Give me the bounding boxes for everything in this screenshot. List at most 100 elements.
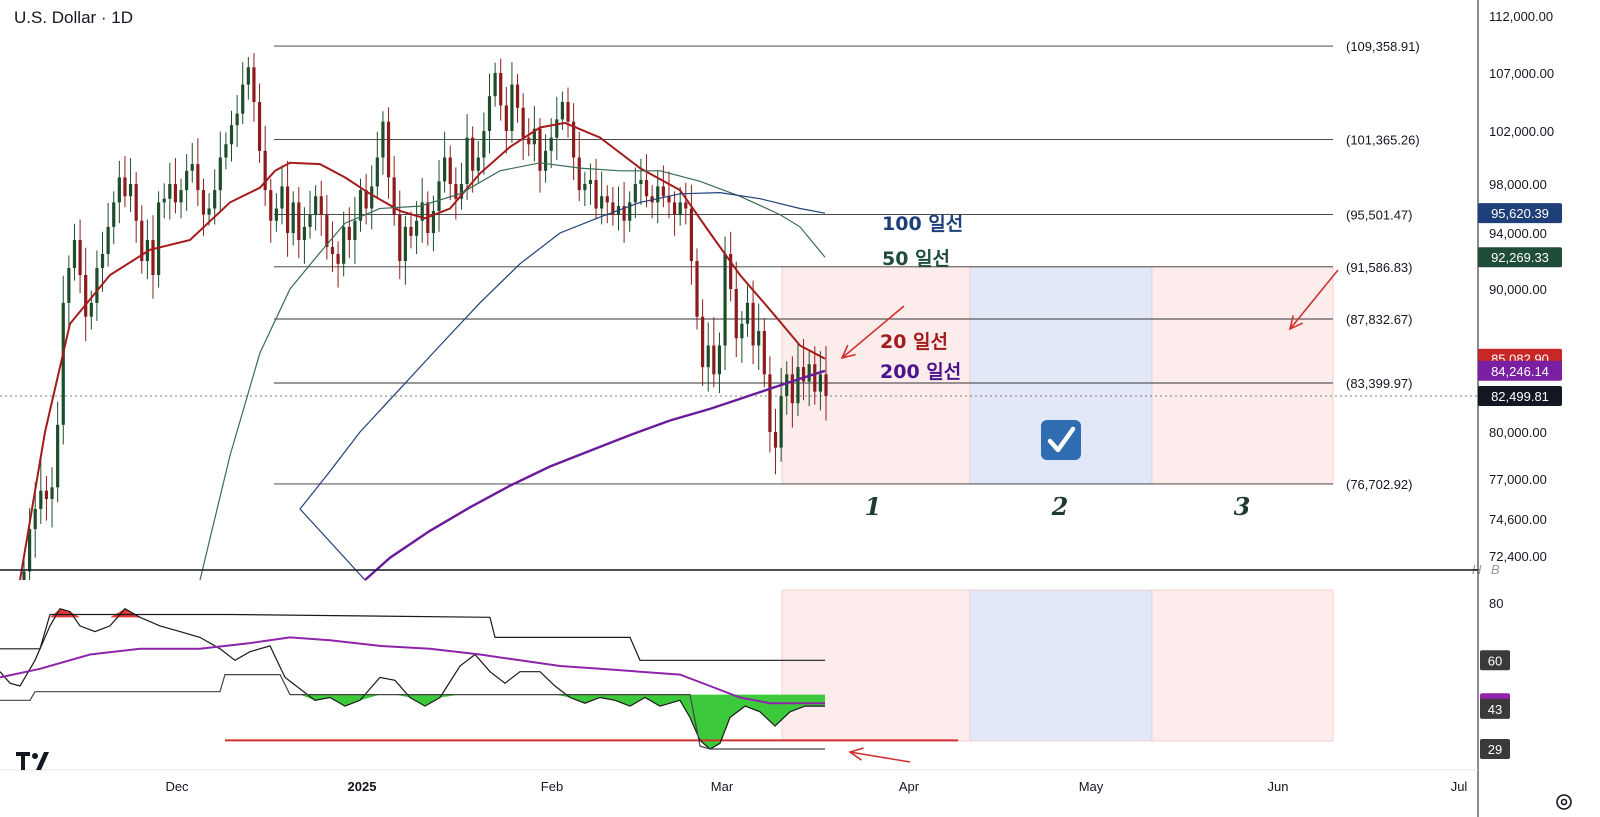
candle-down — [386, 121, 391, 178]
candle-up — [375, 157, 379, 187]
projection-zone-3 — [1151, 266, 1334, 485]
candle-up — [95, 268, 99, 303]
candle-up — [106, 226, 110, 254]
price-tick-label: 98,000.00 — [1489, 177, 1547, 192]
candle-up — [459, 184, 464, 199]
candle-up — [807, 364, 811, 382]
candle-down — [504, 105, 508, 131]
candle-down — [325, 214, 329, 247]
ma-annotation: 50 일선 — [882, 248, 950, 270]
candle-up — [656, 186, 660, 203]
candle-down — [173, 184, 178, 203]
candle-up — [476, 157, 480, 171]
candle-down — [751, 302, 755, 346]
osc-projection-zone-2 — [969, 589, 1153, 742]
candle-up — [370, 186, 374, 209]
candle-down — [695, 261, 699, 317]
candle-up — [235, 113, 239, 126]
candle-up — [185, 170, 189, 191]
tradingview-logo-icon[interactable] — [14, 748, 54, 772]
author-watermark: H B — [1472, 562, 1503, 577]
price-level-label: (95,501.47) — [1346, 208, 1413, 223]
candle-up — [56, 424, 60, 488]
candle-down — [196, 164, 200, 191]
time-tick-label: Mar — [711, 779, 734, 794]
annotation-arrow — [849, 751, 911, 763]
price-tick-label: 112,000.00 — [1489, 9, 1553, 24]
candle-down — [611, 202, 615, 215]
candle-up — [583, 184, 587, 191]
oscillator-line — [0, 613, 825, 661]
candle-up — [532, 128, 536, 145]
candle-up — [381, 121, 385, 158]
candle-down — [729, 254, 733, 289]
price-level-label: (101,365.26) — [1346, 132, 1420, 147]
annotation-arrow-head — [1288, 315, 1304, 331]
candle-up — [633, 184, 637, 203]
candle-down — [689, 208, 693, 261]
price-level-label: (76,702.92) — [1346, 477, 1413, 492]
candle-up — [796, 367, 800, 404]
candle-up — [168, 184, 172, 199]
candle-down — [768, 374, 772, 432]
candle-up — [190, 164, 194, 171]
candle-up — [588, 180, 593, 184]
candle-up — [224, 144, 228, 158]
candle-down — [123, 177, 127, 197]
candle-up — [342, 226, 346, 264]
candle-down — [672, 202, 677, 215]
candle-up — [549, 137, 553, 151]
zone-number: 2 — [1051, 492, 1069, 521]
candle-up — [207, 208, 211, 215]
candle-down — [644, 180, 649, 197]
candle-down — [252, 67, 256, 102]
candle-up — [61, 302, 65, 425]
oversold-fill — [0, 694, 825, 749]
annotation-arrow — [841, 305, 905, 359]
candle-up — [818, 374, 822, 392]
candle-up — [179, 190, 183, 203]
settings-gear-icon[interactable] — [1552, 790, 1576, 814]
candle-down — [521, 107, 525, 138]
ma-annotation: 100 일선 — [882, 213, 963, 235]
candle-up — [437, 181, 441, 211]
candle-up — [431, 210, 436, 233]
osc-tag-label: 29 — [1488, 742, 1502, 757]
candle-up — [779, 395, 783, 448]
price-level-label: (87,832.67) — [1346, 312, 1413, 327]
candle-up — [717, 345, 722, 375]
price-tick-label: 74,600.00 — [1489, 512, 1547, 527]
candle-down — [734, 289, 738, 339]
candle-down — [319, 196, 323, 215]
candle-up — [274, 208, 278, 221]
candle-up — [403, 226, 407, 261]
candle-up — [639, 180, 643, 184]
time-tick-label: 2025 — [348, 779, 377, 794]
annotation-arrow-head — [848, 747, 864, 761]
ma-annotation: 20 일선 — [880, 331, 948, 353]
candle-down — [140, 220, 144, 261]
price-tag-bg — [1478, 247, 1562, 268]
oscillator-line — [0, 636, 825, 705]
candle-up — [560, 102, 565, 120]
time-tick-label: May — [1079, 779, 1104, 794]
candle-up — [420, 202, 424, 221]
candle-down — [269, 190, 273, 221]
check-box-icon — [1041, 420, 1081, 460]
candle-down — [661, 186, 665, 197]
candle-up — [218, 157, 222, 191]
candle-down — [667, 196, 671, 203]
candle-up — [740, 323, 744, 339]
candle-down — [471, 137, 475, 171]
price-tag-bg — [1478, 360, 1562, 381]
candle-down — [801, 367, 806, 382]
candle-down — [773, 432, 778, 448]
candle-up — [353, 220, 357, 240]
candle-down — [499, 73, 503, 106]
candle-up — [757, 331, 761, 346]
candle-down — [527, 137, 531, 145]
check-mark — [1047, 426, 1076, 453]
ma-line — [364, 369, 826, 581]
candle-up — [465, 137, 469, 184]
